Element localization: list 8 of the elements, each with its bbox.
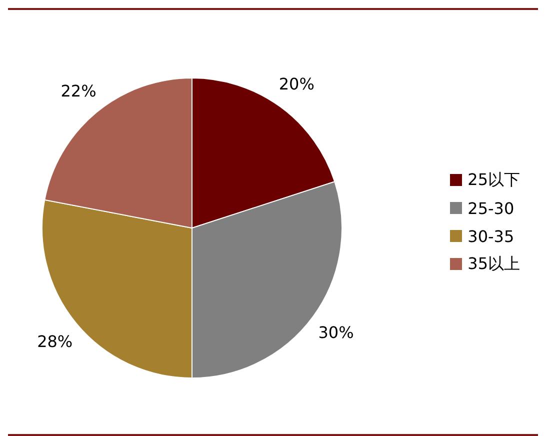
- legend-label: 25-30: [468, 198, 514, 218]
- legend-label: 35以上: [468, 254, 520, 274]
- data-label: 28%: [37, 332, 73, 351]
- legend-label: 30-35: [468, 226, 514, 246]
- data-label: 20%: [278, 74, 314, 94]
- legend-label: 25以下: [468, 170, 520, 190]
- data-label: 30%: [318, 323, 354, 342]
- data-label: 22%: [60, 81, 96, 100]
